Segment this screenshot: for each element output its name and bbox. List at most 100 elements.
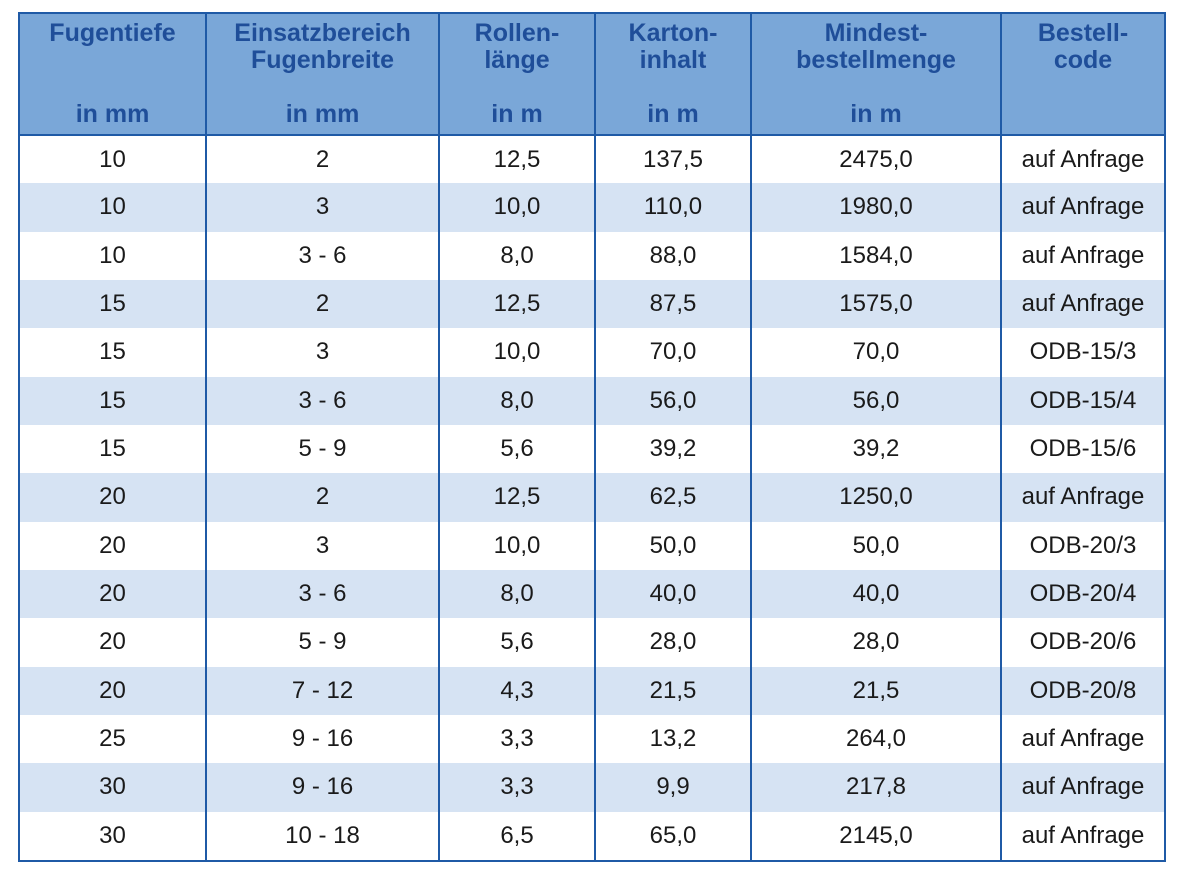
table-cell-kartoninhalt: 88,0 <box>594 231 751 280</box>
table-row: 20 7 - 12 4,3 21,5 21,5 ODB-20/8 <box>20 666 1164 715</box>
table-row: 20 2 12,5 62,5 1250,0 auf Anfrage <box>20 473 1164 522</box>
table-cell-rollenlaenge: 8,0 <box>438 376 595 425</box>
table-cell-fugentiefe: 25 <box>20 714 206 764</box>
table-cell-mindestbestellmenge: 1575,0 <box>750 279 1001 329</box>
table-cell-bestellcode: auf Anfrage <box>1000 714 1164 764</box>
table-cell-einsatzbereich-fugenbreite: 3 <box>205 183 439 232</box>
table-cell-fugentiefe: 15 <box>20 279 206 329</box>
header-row: Fugentiefe in mm Einsatzbereich Fugenbreite… <box>20 14 1164 136</box>
column-header-unit: in m <box>647 100 699 128</box>
table-cell-bestellcode: ODB-15/3 <box>1000 328 1164 377</box>
table-cell-einsatzbereich-fugenbreite: 10 - 18 <box>205 811 439 860</box>
table-cell-rollenlaenge: 10,0 <box>438 328 595 377</box>
table-cell-einsatzbereich-fugenbreite: 5 - 9 <box>205 618 439 667</box>
table-cell-bestellcode: auf Anfrage <box>1000 279 1164 329</box>
table-cell-mindestbestellmenge: 2145,0 <box>750 811 1001 860</box>
table-cell-fugentiefe: 20 <box>20 618 206 667</box>
column-header-unit: in mm <box>285 100 360 128</box>
table-row: 10 3 - 6 8,0 88,0 1584,0 auf Anfrage <box>20 231 1164 280</box>
column-header-label: code <box>1053 46 1113 74</box>
product-table: Fugentiefe in mm Einsatzbereich Fugenbreite… <box>20 14 1164 860</box>
table-cell-rollenlaenge: 10,0 <box>438 521 595 570</box>
column-header-label: länge <box>484 46 550 74</box>
column-header-unit: in m <box>491 100 543 128</box>
table-cell-rollenlaenge: 5,6 <box>438 424 595 474</box>
table-cell-bestellcode: ODB-20/6 <box>1000 618 1164 667</box>
table-cell-rollenlaenge: 12,5 <box>438 279 595 329</box>
table-row: 30 9 - 16 3,3 9,9 217,8 auf Anfrage <box>20 763 1164 812</box>
table-cell-rollenlaenge: 3,3 <box>438 714 595 764</box>
column-header-label: Fugentiefe <box>49 19 176 47</box>
table-cell-fugentiefe: 15 <box>20 376 206 425</box>
table-cell-rollenlaenge: 8,0 <box>438 569 595 619</box>
table-cell-rollenlaenge: 5,6 <box>438 618 595 667</box>
table-row: 15 3 - 6 8,0 56,0 56,0 ODB-15/4 <box>20 376 1164 425</box>
table-cell-bestellcode: auf Anfrage <box>1000 135 1164 184</box>
table-cell-mindestbestellmenge: 264,0 <box>750 714 1001 764</box>
table-cell-fugentiefe: 30 <box>20 811 206 860</box>
column-header-mindestbestellmenge: Mindest-bestellmenge in m <box>750 14 1001 136</box>
table-cell-mindestbestellmenge: 2475,0 <box>750 135 1001 184</box>
table-cell-kartoninhalt: 110,0 <box>594 183 751 232</box>
column-header-bestellcode: Bestell-code <box>1000 14 1164 136</box>
table-cell-rollenlaenge: 8,0 <box>438 231 595 280</box>
table-cell-kartoninhalt: 56,0 <box>594 376 751 425</box>
table-cell-mindestbestellmenge: 39,2 <box>750 424 1001 474</box>
table-cell-rollenlaenge: 4,3 <box>438 666 595 715</box>
table-body: 10 2 12,5 137,5 2475,0 auf Anfrage 10 3 10,0 110,… <box>20 135 1164 860</box>
table-cell-kartoninhalt: 21,5 <box>594 666 751 715</box>
column-header-label: Rollen- <box>474 19 560 47</box>
column-header-label: Bestell- <box>1037 19 1129 47</box>
table-cell-mindestbestellmenge: 50,0 <box>750 521 1001 570</box>
product-table-container: Fugentiefe in mm Einsatzbereich Fugenbreite… <box>18 12 1166 862</box>
table-cell-rollenlaenge: 3,3 <box>438 763 595 812</box>
table-cell-kartoninhalt: 50,0 <box>594 521 751 570</box>
table-cell-bestellcode: auf Anfrage <box>1000 763 1164 812</box>
table-cell-mindestbestellmenge: 70,0 <box>750 328 1001 377</box>
table-row: 20 3 - 6 8,0 40,0 40,0 ODB-20/4 <box>20 569 1164 619</box>
table-cell-bestellcode: ODB-20/4 <box>1000 569 1164 619</box>
table-cell-bestellcode: auf Anfrage <box>1000 473 1164 522</box>
table-cell-rollenlaenge: 10,0 <box>438 183 595 232</box>
table-cell-bestellcode: ODB-15/4 <box>1000 376 1164 425</box>
column-header-rollenlaenge: Rollen-länge in m <box>438 14 595 136</box>
column-header-einsatzbereich-fugenbreite: Einsatzbereich Fugenbreite in mm <box>205 14 439 136</box>
table-row: 10 3 10,0 110,0 1980,0 auf Anfrage <box>20 183 1164 232</box>
table-cell-kartoninhalt: 65,0 <box>594 811 751 860</box>
table-cell-mindestbestellmenge: 217,8 <box>750 763 1001 812</box>
table-cell-einsatzbereich-fugenbreite: 3 - 6 <box>205 231 439 280</box>
table-cell-einsatzbereich-fugenbreite: 9 - 16 <box>205 714 439 764</box>
table-row: 25 9 - 16 3,3 13,2 264,0 auf Anfrage <box>20 714 1164 764</box>
table-cell-fugentiefe: 20 <box>20 521 206 570</box>
table-cell-fugentiefe: 10 <box>20 231 206 280</box>
table-cell-kartoninhalt: 137,5 <box>594 135 751 184</box>
column-header-label: Fugenbreite <box>250 46 395 74</box>
column-header-unit: in mm <box>75 100 150 128</box>
table-cell-einsatzbereich-fugenbreite: 3 - 6 <box>205 376 439 425</box>
table-cell-einsatzbereich-fugenbreite: 2 <box>205 279 439 329</box>
table-cell-bestellcode: auf Anfrage <box>1000 811 1164 860</box>
table-cell-kartoninhalt: 39,2 <box>594 424 751 474</box>
table-cell-kartoninhalt: 28,0 <box>594 618 751 667</box>
table-cell-mindestbestellmenge: 56,0 <box>750 376 1001 425</box>
table-cell-bestellcode: ODB-20/3 <box>1000 521 1164 570</box>
table-row: 15 3 10,0 70,0 70,0 ODB-15/3 <box>20 328 1164 377</box>
table-row: 30 10 - 18 6,5 65,0 2145,0 auf Anfrage <box>20 811 1164 860</box>
table-cell-bestellcode: auf Anfrage <box>1000 183 1164 232</box>
table-row: 20 3 10,0 50,0 50,0 ODB-20/3 <box>20 521 1164 570</box>
table-cell-fugentiefe: 20 <box>20 666 206 715</box>
column-header-unit: in m <box>850 100 902 128</box>
table-cell-kartoninhalt: 9,9 <box>594 763 751 812</box>
column-header-fugentiefe: Fugentiefe in mm <box>20 14 206 136</box>
table-row: 10 2 12,5 137,5 2475,0 auf Anfrage <box>20 135 1164 184</box>
table-cell-einsatzbereich-fugenbreite: 7 - 12 <box>205 666 439 715</box>
table-cell-bestellcode: ODB-15/6 <box>1000 424 1164 474</box>
table-cell-fugentiefe: 15 <box>20 328 206 377</box>
table-cell-mindestbestellmenge: 1250,0 <box>750 473 1001 522</box>
column-header-kartoninhalt: Karton-inhalt in m <box>594 14 751 136</box>
column-header-label: Karton- <box>628 19 718 47</box>
table-cell-mindestbestellmenge: 40,0 <box>750 569 1001 619</box>
table-cell-rollenlaenge: 12,5 <box>438 473 595 522</box>
table-cell-einsatzbereich-fugenbreite: 3 <box>205 328 439 377</box>
table-cell-einsatzbereich-fugenbreite: 3 - 6 <box>205 569 439 619</box>
